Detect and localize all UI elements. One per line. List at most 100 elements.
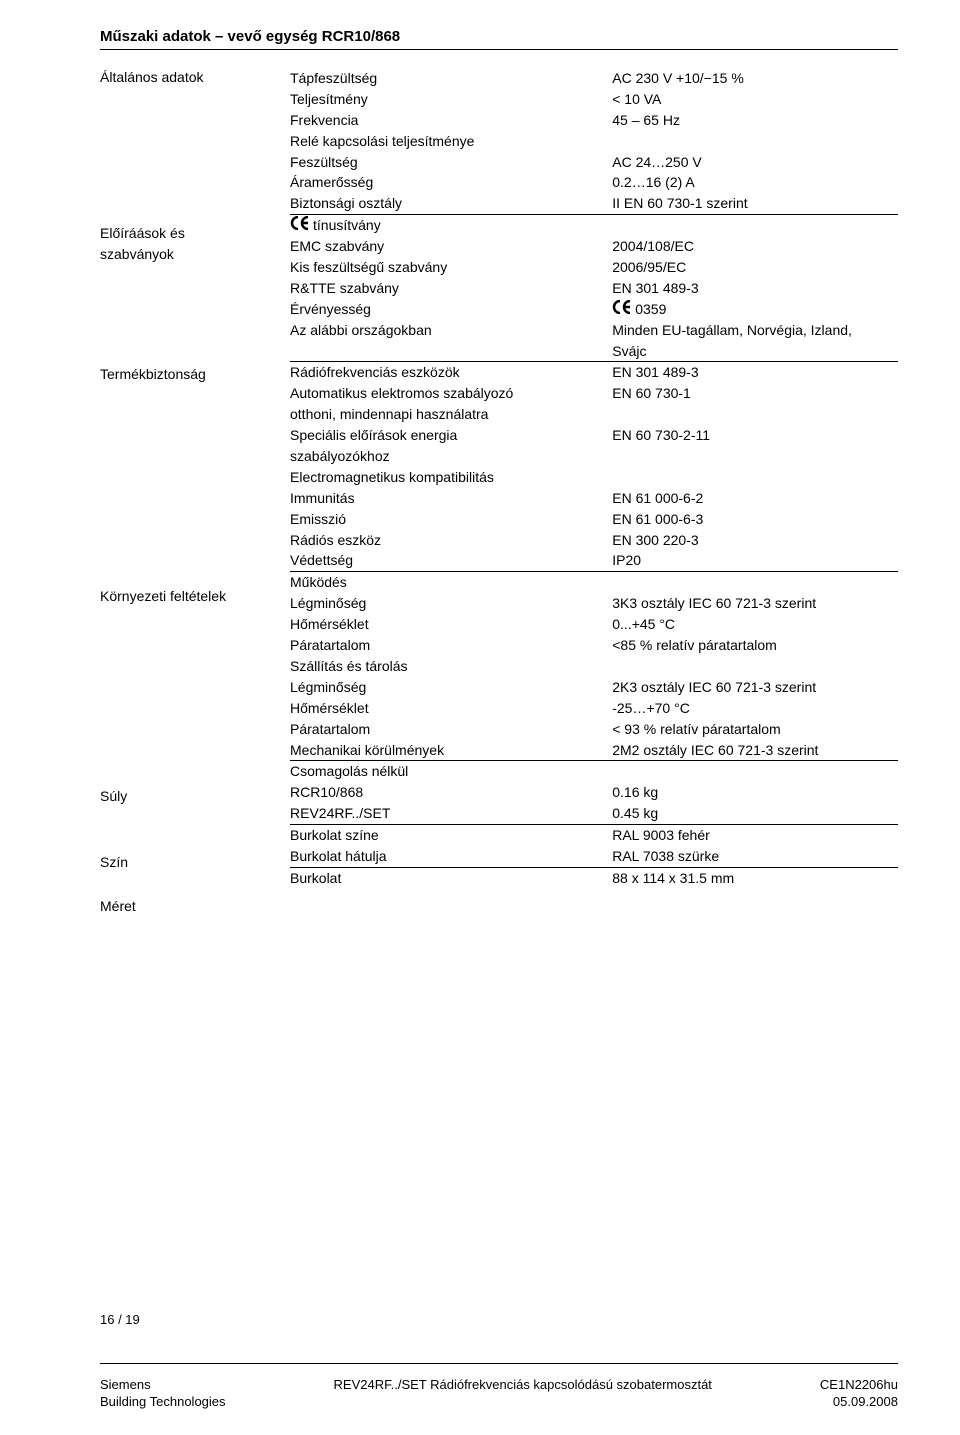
spec-key [290,341,612,362]
spec-value: 0...+45 °C [612,614,898,635]
spec-value [612,761,898,782]
table-row: Hőmérséklet 0...+45 °C [290,614,898,635]
table-row: Működés [290,572,898,593]
footer-left: Siemens Building Technologies [100,1376,226,1411]
spec-key: Frekvencia [290,110,612,131]
spec-value-text: 0359 [635,300,666,319]
spec-key: Teljesítmény [290,89,612,110]
spec-value [612,446,898,467]
table-row: szabályozókhoz [290,446,898,467]
page-number: 16 / 19 [100,1312,898,1327]
spec-value: EN 61 000-6-2 [612,488,898,509]
table-row: Légminőség 2K3 osztály IEC 60 721-3 szer… [290,677,898,698]
spec-key: EMC szabvány [290,236,612,257]
spec-value: Minden EU-tagállam, Norvégia, Izland, [612,320,898,341]
spec-value: 3K3 osztály IEC 60 721-3 szerint [612,593,898,614]
table-row: Hőmérséklet -25…+70 °C [290,698,898,719]
data-column: Tápfeszültség AC 230 V +10/−15 % Teljesí… [290,68,898,1312]
spec-value: <85 % relatív páratartalom [612,635,898,656]
spec-value: < 93 % relatív páratartalom [612,719,898,740]
ce-mark-icon [612,300,632,314]
table-row: R&TTE szabvány EN 301 489-3 [290,278,898,299]
spec-key: Burkolat hátulja [290,846,612,867]
spec-key: Feszültség [290,152,612,173]
spec-key: Electromagnetikus kompatibilitás [290,467,612,488]
table-row: Speciális előírások energia EN 60 730-2-… [290,425,898,446]
table-row: Védettség IP20 [290,550,898,571]
spec-value: EN 301 489-3 [612,362,898,383]
spec-value: Svájc [612,341,898,362]
table-row: Áramerősség 0.2…16 (2) A [290,172,898,193]
label-size: Méret [100,897,290,920]
footer-division: Building Technologies [100,1393,226,1411]
table-row: Csomagolás nélkül [290,761,898,782]
table-row: Emisszió EN 61 000-6-3 [290,509,898,530]
table-row: tínusítvány [290,215,898,236]
spec-key: Emisszió [290,509,612,530]
spec-value: EN 300 220-3 [612,530,898,551]
spec-key: Védettség [290,550,612,571]
table-row: Relé kapcsolási teljesítménye [290,131,898,152]
label-standards-line2: szabványok [100,245,290,365]
footer-date: 05.09.2008 [820,1393,898,1411]
spec-key: szabályozókhoz [290,446,612,467]
table-row: Frekvencia 45 – 65 Hz [290,110,898,131]
spec-key: Páratartalom [290,635,612,656]
table-row: Feszültség AC 24…250 V [290,152,898,173]
spec-value: EN 301 489-3 [612,278,898,299]
spec-key: Hőmérséklet [290,614,612,635]
spec-value: 0359 [612,299,898,320]
spec-key: REV24RF../SET [290,803,612,824]
footer: Siemens Building Technologies REV24RF../… [100,1363,898,1411]
spec-value: 45 – 65 Hz [612,110,898,131]
spec-value [612,467,898,488]
footer-docid: CE1N2206hu [820,1376,898,1394]
spec-value: AC 230 V +10/−15 % [612,68,898,89]
spec-key: Áramerősség [290,172,612,193]
label-standards-line1: Előíráások és [100,224,290,245]
spec-key: Az alábbi országokban [290,320,612,341]
spec-value: RAL 7038 szürke [612,846,898,867]
spec-value: 2K3 osztály IEC 60 721-3 szerint [612,677,898,698]
spec-value: EN 60 730-2-11 [612,425,898,446]
label-color: Szín [100,853,290,897]
spec-value: II EN 60 730-1 szerint [612,193,898,214]
table-row: Páratartalom <85 % relatív páratartalom [290,635,898,656]
table-row: Burkolat színe RAL 9003 fehér [290,825,898,846]
spec-value: EN 61 000-6-3 [612,509,898,530]
table-row: Légminőség 3K3 osztály IEC 60 721-3 szer… [290,593,898,614]
spec-key: Hőmérséklet [290,698,612,719]
spec-key: Burkolat színe [290,825,612,846]
spec-value: 2006/95/EC [612,257,898,278]
spec-key: Speciális előírások energia [290,425,612,446]
spec-key: tínusítvány [290,215,612,236]
spec-key: Szállítás és tárolás [290,656,612,677]
spec-value [612,215,898,236]
page: Műszaki adatok – vevő egység RCR10/868 Á… [0,0,960,1435]
spec-value: 0.45 kg [612,803,898,824]
ce-mark-icon [290,216,310,230]
spec-value: 0.2…16 (2) A [612,172,898,193]
spec-key: Biztonsági osztály [290,193,612,214]
spec-key: Érvényesség [290,299,612,320]
page-title: Műszaki adatok – vevő egység RCR10/868 [100,28,898,50]
table-row: Rádiós eszköz EN 300 220-3 [290,530,898,551]
spec-value: 0.16 kg [612,782,898,803]
spec-key: Immunitás [290,488,612,509]
table-row: EMC szabvány 2004/108/EC [290,236,898,257]
table-row: Automatikus elektromos szabályozó EN 60 … [290,383,898,404]
spec-value: IP20 [612,550,898,571]
spec-value [612,404,898,425]
table-row: RCR10/868 0.16 kg [290,782,898,803]
table-row: Svájc [290,341,898,362]
table-row: Az alábbi országokban Minden EU-tagállam… [290,320,898,341]
spec-key: otthoni, mindennapi használatra [290,404,612,425]
spec-key: Légminőség [290,593,612,614]
spec-key: Mechanikai körülmények [290,740,612,761]
spec-value: 88 x 114 x 31.5 mm [612,867,898,888]
table-row: Szállítás és tárolás [290,656,898,677]
label-column: Általános adatok Előíráások és szabványo… [100,68,290,1312]
table-row: Kis feszültségű szabvány 2006/95/EC [290,257,898,278]
table-row: Érvényesség 0359 [290,299,898,320]
footer-right: CE1N2206hu 05.09.2008 [820,1376,898,1411]
